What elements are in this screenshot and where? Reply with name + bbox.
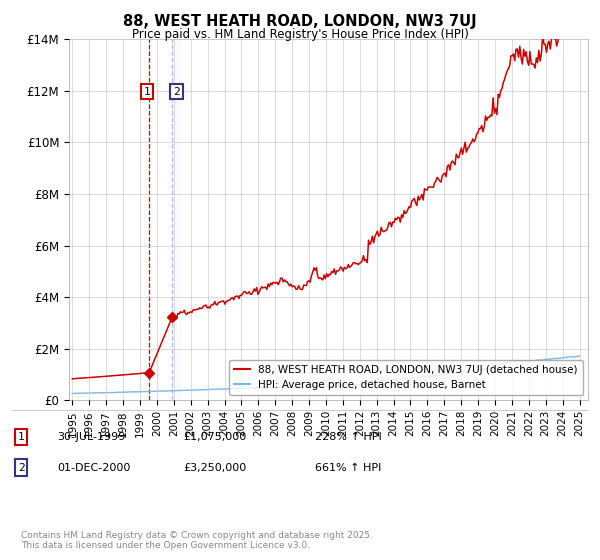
Text: 661% ↑ HPI: 661% ↑ HPI <box>315 463 382 473</box>
Text: 88, WEST HEATH ROAD, LONDON, NW3 7UJ: 88, WEST HEATH ROAD, LONDON, NW3 7UJ <box>123 14 477 29</box>
Text: 228% ↑ HPI: 228% ↑ HPI <box>315 432 382 442</box>
Text: Contains HM Land Registry data © Crown copyright and database right 2025.
This d: Contains HM Land Registry data © Crown c… <box>21 530 373 550</box>
Text: 1: 1 <box>144 87 151 96</box>
Text: 2: 2 <box>17 463 25 473</box>
Legend: 88, WEST HEATH ROAD, LONDON, NW3 7UJ (detached house), HPI: Average price, detac: 88, WEST HEATH ROAD, LONDON, NW3 7UJ (de… <box>229 360 583 395</box>
Text: Price paid vs. HM Land Registry's House Price Index (HPI): Price paid vs. HM Land Registry's House … <box>131 28 469 41</box>
Text: £3,250,000: £3,250,000 <box>183 463 246 473</box>
Text: 1: 1 <box>17 432 25 442</box>
Text: 2: 2 <box>173 87 180 96</box>
Text: 30-JUL-1999: 30-JUL-1999 <box>57 432 125 442</box>
Text: £1,075,000: £1,075,000 <box>183 432 246 442</box>
Text: 01-DEC-2000: 01-DEC-2000 <box>57 463 130 473</box>
Bar <box>172 39 180 400</box>
